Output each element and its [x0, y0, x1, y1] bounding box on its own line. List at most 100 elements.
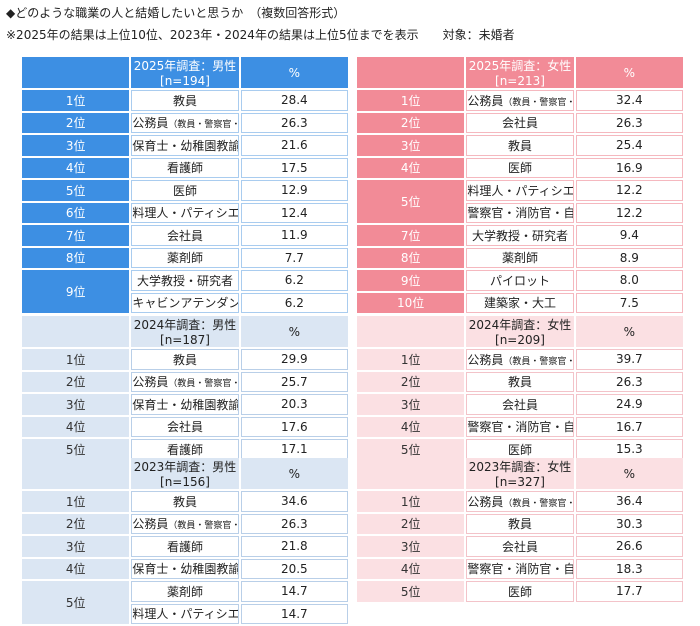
job: 保育士・幼稚園教諭: [131, 135, 239, 156]
percent: 14.7: [240, 603, 348, 624]
job-name: 薬剤師: [501, 251, 538, 266]
percent: 6.2: [240, 270, 348, 291]
rank: 1位: [357, 491, 465, 512]
pct-header: %: [575, 316, 683, 347]
rank: 1位: [22, 90, 130, 111]
job-name: 看護師: [166, 442, 203, 457]
job-name: 警察官・消防官・自衛官: [467, 206, 572, 221]
job-name: 保育士・幼稚園教諭: [132, 138, 239, 153]
percent: 26.3: [575, 371, 683, 392]
ranking-table: 2025年調査：男性[n=194]%1位教員28.42位公務員（教員・警察官・消…: [20, 55, 350, 315]
row: 1位 教員 29.9: [22, 349, 348, 370]
pct-header: %: [240, 316, 348, 347]
row: 4位 看護師 17.5: [22, 157, 348, 178]
row: 4位 保育士・幼稚園教諭 20.5: [22, 558, 348, 579]
job: 公務員（教員・警察官・消防官・自衛官除く）: [131, 513, 239, 534]
row: 7位 会社員 11.9: [22, 225, 348, 246]
rank: 5位: [357, 581, 465, 602]
row: 5位 医師 17.7: [357, 581, 683, 602]
rank: 4位: [22, 157, 130, 178]
percent: 11.9: [240, 225, 348, 246]
row: 1位 教員 34.6: [22, 491, 348, 512]
percent: 25.7: [240, 371, 348, 392]
rank: 6位: [22, 202, 130, 223]
table-title: 2023年調査：男性[n=156]: [131, 458, 239, 489]
percent: 26.3: [575, 112, 683, 133]
ranking-table: 2024年調査：女性[n=209]%1位公務員（教員・警察官・消防官・自衛官除く…: [355, 314, 685, 462]
rank: 5位: [22, 581, 130, 624]
target: 対象：未婚者: [442, 28, 515, 42]
percent: 34.6: [240, 491, 348, 512]
header-row: 2025年調査：男性[n=194]%: [22, 57, 348, 88]
row: 9位 大学教授・研究者 6.2: [22, 270, 348, 313]
rank: 4位: [22, 558, 130, 579]
rank: 2位: [22, 513, 130, 534]
job-name: キャビンアテンダント: [132, 296, 237, 311]
row: 警察官・消防官・自衛官12.2: [357, 202, 683, 223]
job-name: 医師: [172, 183, 197, 198]
job-name: 大学教授・研究者: [136, 273, 233, 288]
rank: 3位: [357, 536, 465, 557]
job-note: （教員・警察官・消防官・自衛官除く）: [503, 97, 572, 108]
job: 看護師: [131, 536, 239, 557]
percent: 39.7: [575, 349, 683, 370]
table-title: 2025年調査：女性[n=213]: [466, 57, 574, 88]
title: ◆どのような職業の人と結婚したいと思うか （複数回答形式）: [6, 6, 346, 20]
job: 公務員（教員・警察官・消防官・自衛官除く）: [131, 112, 239, 133]
rank: 1位: [22, 349, 130, 370]
rank: 4位: [22, 416, 130, 437]
rank: 8位: [357, 247, 465, 268]
job-name: 医師: [507, 584, 532, 599]
job-name: 教員: [507, 138, 532, 153]
rank: 3位: [22, 135, 130, 156]
percent: 17.1: [240, 439, 348, 460]
job-name: 看護師: [166, 539, 203, 554]
rank: 5位: [22, 439, 130, 460]
job: 会社員: [131, 416, 239, 437]
percent: 12.4: [240, 202, 348, 223]
percent: 26.3: [240, 513, 348, 534]
job-name: 建築家・大工: [483, 296, 556, 311]
job-note: （教員・警察官・消防官・自衛官除く）: [168, 379, 237, 390]
table-title: 2024年調査：男性[n=187]: [131, 316, 239, 347]
job-name: 会社員: [166, 420, 203, 435]
row: 2位 教員 30.3: [357, 513, 683, 534]
job: 薬剤師: [131, 581, 239, 602]
percent: 20.5: [240, 558, 348, 579]
percent: 21.6: [240, 135, 348, 156]
row: キャビンアテンダント6.2: [22, 292, 348, 313]
job: 教員: [466, 513, 574, 534]
header-row: 2023年調査：男性[n=156]%: [22, 458, 348, 489]
rank: 1位: [357, 349, 465, 370]
percent: 30.3: [575, 513, 683, 534]
row: 4位 会社員 17.6: [22, 416, 348, 437]
note: ※2025年の結果は上位10位、2023年・2024年の結果は上位5位までを表示: [6, 28, 419, 42]
job: 料理人・パティシエ: [131, 202, 239, 223]
job: 大学教授・研究者: [466, 225, 574, 246]
ranking-table: 2023年調査：女性[n=327]%1位公務員（教員・警察官・消防官・自衛官除く…: [355, 456, 685, 604]
job-name: 公務員: [467, 352, 504, 367]
job: 教員: [466, 135, 574, 156]
percent: 20.3: [240, 394, 348, 415]
job-name: 教員: [172, 352, 197, 367]
job-name: 料理人・パティシエ: [132, 607, 239, 622]
job-name: パイロット: [489, 273, 550, 288]
note-line: ※2025年の結果は上位10位、2023年・2024年の結果は上位5位までを表示…: [6, 26, 515, 43]
job-name: 公務員: [132, 517, 169, 532]
job: 警察官・消防官・自衛官: [466, 558, 574, 579]
rank: 9位: [357, 270, 465, 291]
rank: 9位: [22, 270, 130, 313]
row: 3位 看護師 21.8: [22, 536, 348, 557]
job-name: 薬剤師: [166, 584, 203, 599]
percent: 18.3: [575, 558, 683, 579]
row: 1位 教員 28.4: [22, 90, 348, 111]
job-name: 医師: [507, 442, 532, 457]
job: 料理人・パティシエ: [466, 180, 574, 201]
rank: 2位: [357, 112, 465, 133]
header-row: 2024年調査：女性[n=209]%: [357, 316, 683, 347]
